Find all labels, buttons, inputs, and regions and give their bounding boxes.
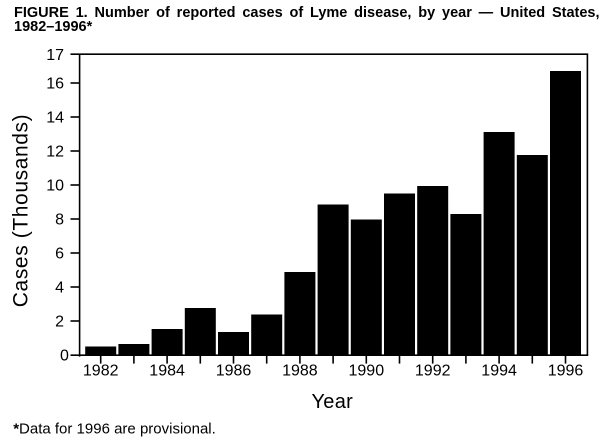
svg-text:4: 4 — [55, 280, 64, 297]
svg-text:1994: 1994 — [481, 363, 517, 380]
svg-text:10: 10 — [46, 178, 64, 195]
svg-text:17: 17 — [46, 47, 64, 64]
svg-text:1984: 1984 — [149, 363, 185, 380]
svg-text:6: 6 — [55, 246, 64, 263]
svg-text:0: 0 — [60, 348, 69, 365]
svg-text:8: 8 — [55, 212, 64, 229]
svg-text:14: 14 — [46, 110, 64, 127]
svg-text:1982: 1982 — [83, 363, 119, 380]
svg-text:1992: 1992 — [415, 363, 451, 380]
svg-text:Cases (Thousands): Cases (Thousands) — [10, 114, 33, 307]
svg-text:1990: 1990 — [349, 363, 385, 380]
svg-text:1988: 1988 — [282, 363, 318, 380]
svg-text:16: 16 — [46, 76, 64, 93]
svg-text:Year: Year — [311, 391, 353, 413]
svg-text:2: 2 — [55, 314, 64, 331]
svg-text:12: 12 — [46, 144, 64, 161]
svg-text:1986: 1986 — [216, 363, 252, 380]
svg-text:1996: 1996 — [548, 363, 584, 380]
svg-text:*Data for 1996 are provisional: *Data for 1996 are provisional. — [13, 421, 216, 438]
